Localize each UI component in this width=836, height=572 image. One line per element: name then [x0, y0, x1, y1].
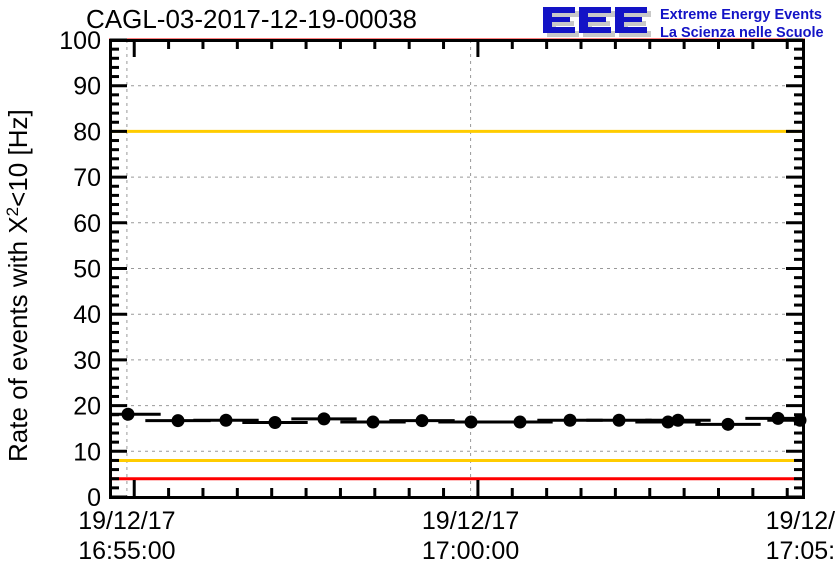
x-tick-label-date: 19/12/17 — [422, 507, 519, 535]
data-point-marker[interactable] — [366, 415, 380, 429]
data-point-marker[interactable] — [721, 417, 735, 431]
eee-logo-mark — [543, 7, 647, 33]
y-tick-label: 70 — [73, 164, 101, 192]
plot-frame — [109, 39, 805, 499]
x-tick-label-time: 16:55:00 — [78, 537, 175, 565]
data-point-marker[interactable] — [317, 412, 331, 426]
data-point-marker[interactable] — [513, 415, 527, 429]
data-point-marker[interactable] — [563, 413, 577, 427]
y-axis-title-symbol: X — [3, 216, 33, 233]
eee-logo: Extreme Energy Events La Scienza nelle S… — [543, 7, 824, 41]
y-tick-label: 60 — [73, 210, 101, 238]
x-axis-tick-labels: 19/12/1716:55:0019/12/1717:00:0019/12/17… — [78, 507, 836, 565]
y-tick-label: 50 — [73, 256, 101, 284]
data-point-marker[interactable] — [771, 411, 785, 425]
y-tick-label: 80 — [73, 118, 101, 146]
y-axis-title: Rate of events with X2<10 [Hz] — [3, 109, 33, 462]
y-tick-label: 10 — [73, 438, 101, 466]
y-tick-label: 0 — [87, 484, 101, 512]
x-tick-label-date: 19/12/17 — [766, 507, 836, 535]
y-axis-tick-labels: 0 10 20 30 40 50 60 70 80 90 100 — [59, 27, 101, 512]
page-title: CAGL-03-2017-12-19-00038 — [86, 4, 417, 34]
y-axis-title-superscript: 2 — [3, 207, 22, 216]
data-point-marker[interactable] — [464, 415, 478, 429]
eee-logo-shadow — [547, 11, 651, 37]
data-point-marker[interactable] — [612, 413, 626, 427]
data-point-marker[interactable] — [415, 414, 429, 428]
data-point-marker[interactable] — [671, 413, 685, 427]
y-tick-label: 90 — [73, 73, 101, 101]
y-tick-label: 40 — [73, 301, 101, 329]
y-tick-label: 30 — [73, 347, 101, 375]
y-tick-label: 20 — [73, 393, 101, 421]
data-point-marker[interactable] — [268, 416, 282, 430]
logo-line2: La Scienza nelle Scuole — [660, 25, 824, 41]
data-point-marker[interactable] — [661, 415, 675, 429]
y-axis-title-post: <10 [Hz] — [3, 109, 33, 207]
y-axis-title-pre: Rate of events with — [3, 234, 33, 462]
data-point-marker[interactable] — [171, 414, 185, 428]
data-point-marker[interactable] — [121, 407, 135, 421]
y-tick-label: 100 — [59, 27, 101, 55]
x-tick-label-time: 17:05:00 — [766, 537, 836, 565]
x-tick-label-date: 19/12/17 — [78, 507, 175, 535]
data-point-marker[interactable] — [219, 413, 233, 427]
logo-line1: Extreme Energy Events — [660, 7, 822, 23]
x-tick-label-time: 17:00:00 — [422, 537, 519, 565]
